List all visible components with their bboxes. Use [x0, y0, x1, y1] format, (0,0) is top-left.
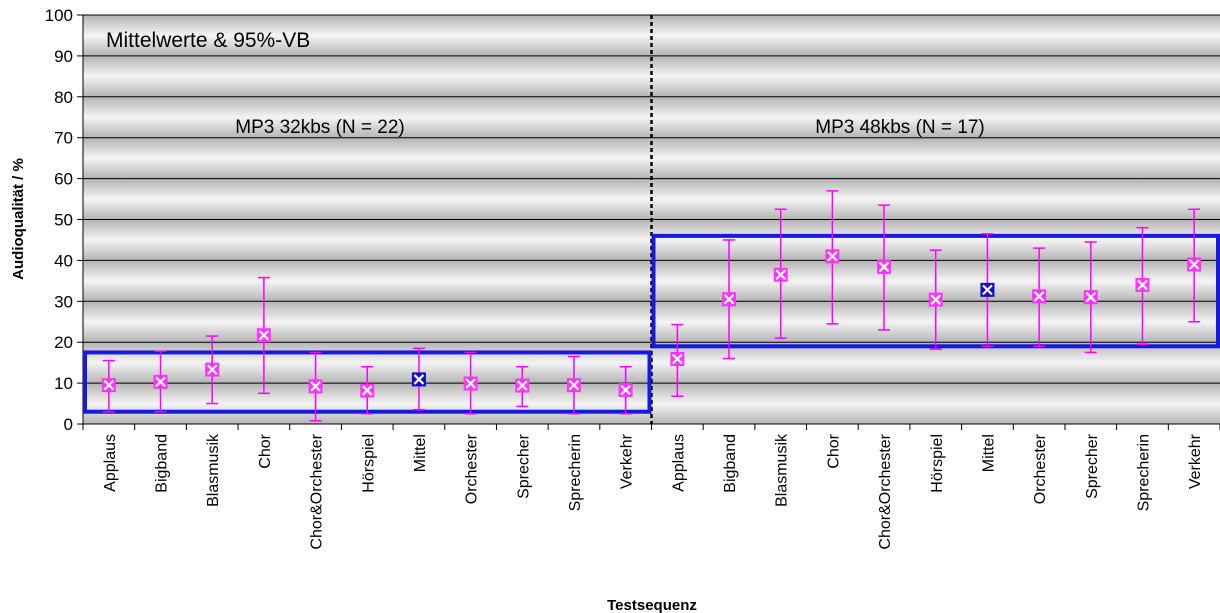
x-tick-label: Mittel — [412, 434, 429, 472]
data-point-cross — [206, 364, 218, 375]
x-tick-label: Applaus — [102, 434, 119, 492]
y-tick-label: 90 — [54, 47, 73, 66]
data-point-cross — [517, 380, 528, 391]
data-point-cross — [827, 251, 838, 262]
data-point-cross — [1085, 291, 1097, 303]
x-tick-label: Mittel — [980, 434, 997, 472]
x-tick-label: Bigband — [154, 434, 171, 493]
y-tick-label: 70 — [54, 129, 73, 148]
data-point-cross — [310, 381, 321, 392]
x-tick-label: Hörspiel — [929, 434, 946, 493]
group-label-1: MP3 32kbs (N = 22) — [235, 117, 405, 138]
y-tick-label: 50 — [54, 211, 73, 230]
x-tick-label: Chor&Orchester — [877, 433, 894, 549]
x-tick-label: Bigband — [722, 434, 739, 493]
x-axis-ticks: Applaus Bigband Blasmusik Chor Chor&Orcheste… — [82, 424, 1220, 550]
group-label-2: MP3 48kbs (N = 17) — [815, 117, 985, 138]
data-point-cross — [155, 376, 166, 388]
x-tick-label: Sprecherin — [567, 434, 584, 511]
y-tick-label: 60 — [54, 170, 73, 189]
y-axis-label: Audioqualität / % — [10, 158, 27, 280]
x-tick-label: Verkehr — [619, 433, 636, 489]
x-tick-label: Applaus — [670, 434, 687, 492]
data-point-cross — [723, 293, 735, 305]
data-point-cross — [672, 353, 683, 365]
data-point-cross — [982, 284, 993, 296]
x-tick-label: Sprecher — [515, 433, 532, 499]
data-point-cross — [930, 294, 942, 305]
y-tick-label: 10 — [54, 374, 73, 393]
x-tick-label: Chor — [825, 433, 842, 468]
y-tick-label: 40 — [54, 251, 73, 270]
x-axis-label: Testsequenz — [607, 597, 697, 613]
x-tick-label: Chor&Orchester — [309, 433, 326, 549]
x-tick-label: Verkehr — [1187, 433, 1204, 489]
data-point-cross — [878, 261, 890, 273]
data-points — [101, 249, 1202, 398]
data-point-cross — [361, 385, 373, 396]
data-point-cross — [258, 329, 270, 341]
data-point-cross — [620, 384, 631, 396]
x-tick-label: Hörspiel — [360, 434, 377, 493]
y-tick-label: 20 — [54, 333, 73, 352]
x-tick-label: Chor — [257, 433, 274, 468]
plot-band — [83, 55, 1220, 97]
y-tick-label: 0 — [64, 415, 73, 434]
data-point-cross — [1188, 259, 1200, 270]
x-tick-label: Blasmusik — [774, 433, 791, 507]
data-point-cross — [413, 374, 425, 385]
x-tick-label: Sprecher — [1084, 433, 1101, 499]
data-point-cross — [568, 379, 580, 391]
data-point-cross — [465, 378, 476, 389]
data-point-cross — [103, 379, 115, 391]
data-point-cross — [1033, 291, 1045, 302]
plot-band — [83, 15, 1220, 56]
y-tick-label: 80 — [54, 88, 73, 107]
data-point-cross — [775, 269, 786, 280]
y-tick-label: 100 — [45, 6, 73, 25]
x-tick-label: Orchester — [1032, 433, 1049, 504]
chart-title: Mittelwerte & 95%-VB — [106, 29, 310, 52]
x-tick-label: Orchester — [464, 433, 481, 504]
y-tick-label: 30 — [54, 292, 73, 311]
y-axis-ticks: 0 10 20 30 40 50 60 70 80 90 100 — [45, 6, 83, 434]
x-tick-label: Blasmusik — [205, 433, 222, 507]
x-tick-label: Sprecherin — [1135, 434, 1152, 511]
data-point-cross — [1137, 279, 1148, 291]
